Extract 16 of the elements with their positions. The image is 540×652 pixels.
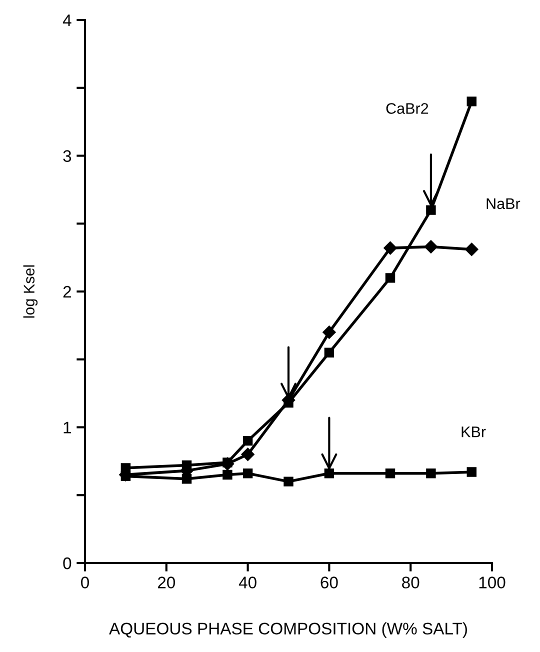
- y-tick-label: 1: [64, 422, 71, 434]
- text: CaBr2: [386, 103, 428, 114]
- x-tick-label: 60: [320, 576, 338, 588]
- y-tick-label: 4: [62, 14, 72, 26]
- x-axis-title: AQUEOUS PHASE COMPOSITION (W% SALT): [109, 622, 467, 638]
- y-axis-title: log Ksel: [23, 265, 38, 318]
- y-tick-label: 3: [63, 150, 72, 162]
- x-tick-label: 80: [402, 576, 420, 588]
- x-tick-label: 40: [238, 576, 256, 588]
- text: KBr: [462, 426, 486, 438]
- y-tick-label: 0: [63, 557, 72, 570]
- x-tick-label: 100: [479, 576, 506, 588]
- text: NaBr: [486, 198, 520, 210]
- x-tick-label: 20: [158, 576, 176, 588]
- y-tick-label: 2: [63, 286, 71, 298]
- x-tick-label: 0: [81, 576, 89, 588]
